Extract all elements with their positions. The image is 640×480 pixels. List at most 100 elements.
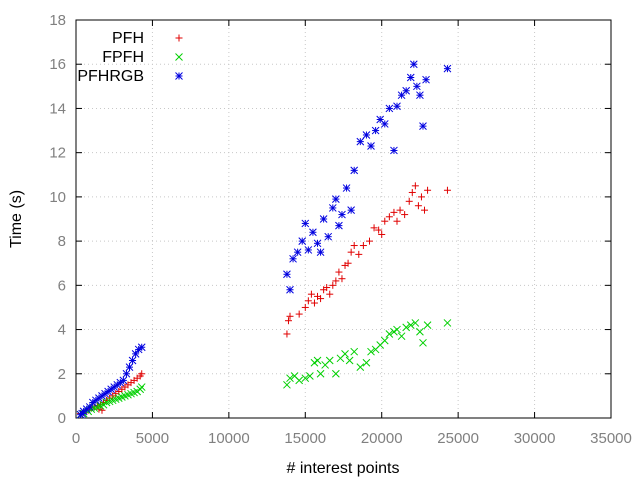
x-tick-label: 0 [72,430,80,447]
series-fpfh [76,319,452,419]
x-tick-label: 30000 [514,430,556,447]
data-point-pfh [335,268,343,276]
data-point-fpfh [419,338,427,347]
x-tick-label: 20000 [361,430,403,447]
data-point-pfh [338,275,346,283]
data-point-pfhrgb [338,210,346,219]
data-point-pfhrgb [342,184,351,192]
y-tick-label: 18 [49,12,66,29]
data-point-fpfh [286,374,294,383]
y-tick-label: 6 [58,277,66,294]
data-point-pfh [375,226,383,234]
data-point-fpfh [406,321,415,329]
data-point-fpfh [411,319,420,327]
data-point-pfh [295,310,303,318]
legend-marker-pfhrgb [175,72,183,80]
legend-marker-pfh [175,34,183,42]
data-point-pfh [414,202,422,210]
data-point-pfh [370,224,378,232]
data-point-pfh [350,242,358,250]
data-point-pfh [344,259,352,267]
legend-label-pfh: PFH [112,30,144,47]
legend-label-pfhrgb: PFHRGB [77,68,144,85]
y-axis-label: Time (s) [8,190,25,248]
data-point-pfh [301,303,309,311]
data-point-pfhrgb [324,232,333,241]
data-point-pfhrgb [356,137,365,146]
data-point-pfh [385,213,393,221]
data-point-pfhrgb [131,350,140,358]
data-point-pfh [138,370,146,378]
data-point-pfhrgb [286,285,294,294]
data-point-pfh [411,182,419,190]
data-point-pfh [304,297,312,305]
legend-marker-fpfh [175,53,183,61]
data-point-pfh [401,211,409,219]
data-point-pfh [307,290,315,298]
data-point-pfhrgb [119,376,128,385]
data-point-fpfh [393,325,401,334]
data-point-pfhrgb [422,75,430,84]
legend: PFH FPFH PFHRGB [77,30,183,85]
data-point-fpfh [423,321,432,329]
data-point-pfh [326,290,334,298]
data-point-pfh [408,188,416,196]
data-point-pfh [365,237,373,245]
data-point-pfhrgb [293,248,302,257]
y-tick-label: 8 [58,233,66,250]
y-tick-label: 0 [58,410,66,427]
data-point-pfhrgb [362,131,371,139]
data-point-pfh [381,217,389,225]
data-point-pfhrgb [122,369,131,378]
y-axis: 0 2 4 6 8 10 12 14 16 18 [49,12,611,427]
data-point-pfh [347,248,355,256]
data-point-pfh [283,330,291,338]
data-point-pfhrgb [125,363,134,371]
x-axis: 0 5000 10000 15000 20000 25000 30000 35000 [72,20,632,447]
data-point-pfhrgb [304,246,313,254]
series-pfhrgb [76,60,452,419]
series-pfh [77,182,451,418]
data-point-pfhrgb [332,195,340,203]
data-point-fpfh [325,356,334,365]
data-point-pfhrgb [371,126,380,135]
data-point-pfhrgb [316,248,325,257]
data-point-fpfh [397,332,406,341]
data-series [76,60,452,419]
y-tick-label: 4 [58,322,66,339]
data-point-pfhrgb [406,73,415,82]
data-point-fpfh [356,363,365,371]
y-tick-label: 10 [49,189,66,206]
data-point-fpfh [332,369,340,378]
data-point-pfhrgb [301,219,310,228]
y-tick-label: 2 [58,366,66,383]
x-tick-label: 25000 [437,430,479,447]
data-point-fpfh [316,369,325,378]
data-point-pfh [286,312,294,320]
data-point-pfhrgb [309,228,317,237]
data-point-pfh [424,186,432,194]
plot-frame [75,19,612,419]
data-point-fpfh [345,356,354,365]
data-point-pfh [421,206,429,214]
x-axis-label: # interest points [287,460,400,477]
data-point-pfhrgb [298,237,307,245]
data-point-pfhrgb [289,254,297,263]
data-point-pfhrgb [328,204,337,212]
data-point-pfh [390,208,398,216]
data-point-pfhrgb [413,82,421,91]
x-tick-label: 35000 [590,430,632,447]
data-point-fpfh [283,380,291,389]
data-point-pfhrgb [85,403,94,411]
data-point-pfhrgb [390,146,398,155]
data-point-pfhrgb [380,120,389,128]
data-point-pfhrgb [350,166,359,175]
data-point-pfhrgb [419,122,427,130]
data-point-fpfh [350,347,359,356]
data-point-fpfh [137,383,146,391]
data-point-pfh [378,230,386,238]
x-tick-label: 10000 [208,430,250,447]
data-point-pfh [284,317,292,325]
data-point-pfhrgb [95,394,103,402]
